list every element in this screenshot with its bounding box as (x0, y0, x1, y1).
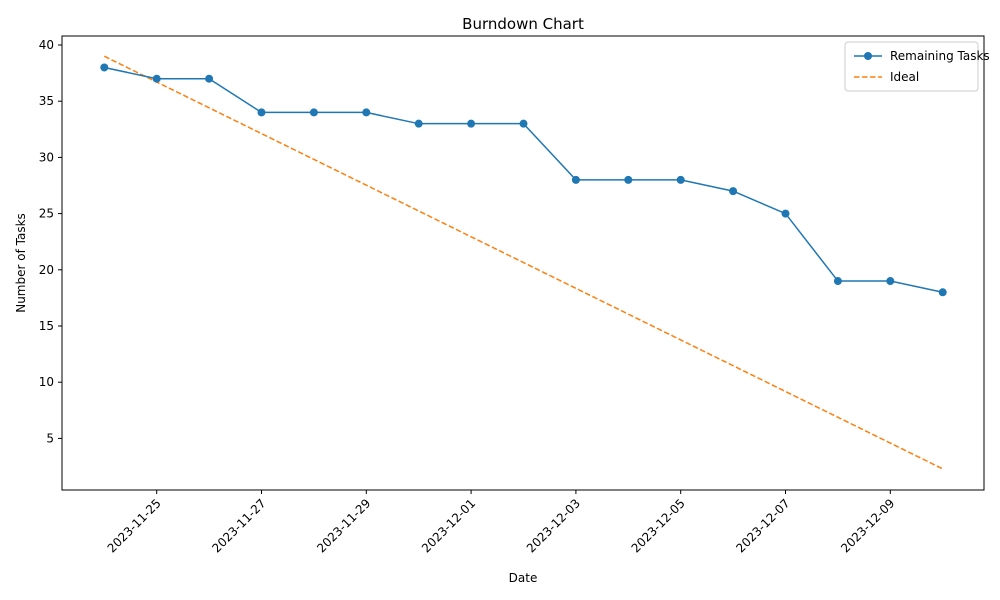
series-line-ideal (103, 55, 944, 470)
legend-marker-remaining (864, 52, 872, 60)
data-point-remaining-tasks (205, 74, 214, 83)
legend-label-ideal: Ideal (890, 70, 919, 84)
x-axis-label: Date (509, 571, 538, 585)
x-axis: 2023-11-25 2023-11-27 2023-11-29 2023-12-01… (105, 490, 897, 555)
y-tick-label: 20 (39, 263, 54, 277)
data-point-remaining-tasks (152, 74, 161, 83)
y-tick-label: 15 (39, 319, 54, 333)
data-point-remaining-tasks (414, 119, 423, 128)
y-tick-label: 40 (39, 38, 54, 52)
data-point-remaining-tasks (309, 108, 318, 117)
x-tick-label: 2023-11-25 (105, 496, 164, 555)
x-tick-label: 2023-12-07 (733, 496, 792, 555)
y-tick-label: 5 (46, 431, 54, 445)
x-tick-label: 2023-11-27 (209, 496, 268, 555)
chart-title: Burndown Chart (462, 15, 584, 33)
plot-frame (61, 35, 985, 491)
y-tick-label: 30 (39, 150, 54, 164)
x-tick-label: 2023-12-03 (524, 496, 583, 555)
y-axis-label: Number of Tasks (14, 213, 28, 313)
data-point-remaining-tasks (938, 288, 947, 297)
data-point-remaining-tasks (362, 108, 371, 117)
legend-box (844, 41, 979, 92)
x-tick-label: 2023-12-05 (629, 496, 688, 555)
y-tick-label: 10 (39, 375, 54, 389)
legend-label-remaining: Remaining Tasks (890, 49, 990, 63)
data-point-remaining-tasks (624, 175, 633, 184)
data-point-remaining-tasks (100, 63, 109, 72)
x-tick-label: 2023-12-09 (838, 496, 897, 555)
data-point-remaining-tasks (571, 175, 580, 184)
y-tick-label: 25 (39, 207, 54, 221)
data-point-remaining-tasks (519, 119, 528, 128)
data-point-remaining-tasks (886, 277, 895, 286)
plot-area (100, 55, 947, 470)
data-point-remaining-tasks (467, 119, 476, 128)
data-point-remaining-tasks (833, 277, 842, 286)
legend: Remaining Tasks Ideal (844, 41, 990, 92)
x-tick-label: 2023-12-01 (419, 496, 478, 555)
y-axis: 5 10 15 20 25 30 35 40 (39, 38, 62, 445)
x-tick-label: 2023-11-29 (314, 496, 373, 555)
data-point-remaining-tasks (676, 175, 685, 184)
series-line-remaining-tasks (104, 66, 943, 294)
data-point-remaining-tasks (781, 209, 790, 218)
data-point-remaining-tasks (257, 108, 266, 117)
y-tick-label: 35 (39, 94, 54, 108)
data-point-remaining-tasks (729, 187, 738, 196)
